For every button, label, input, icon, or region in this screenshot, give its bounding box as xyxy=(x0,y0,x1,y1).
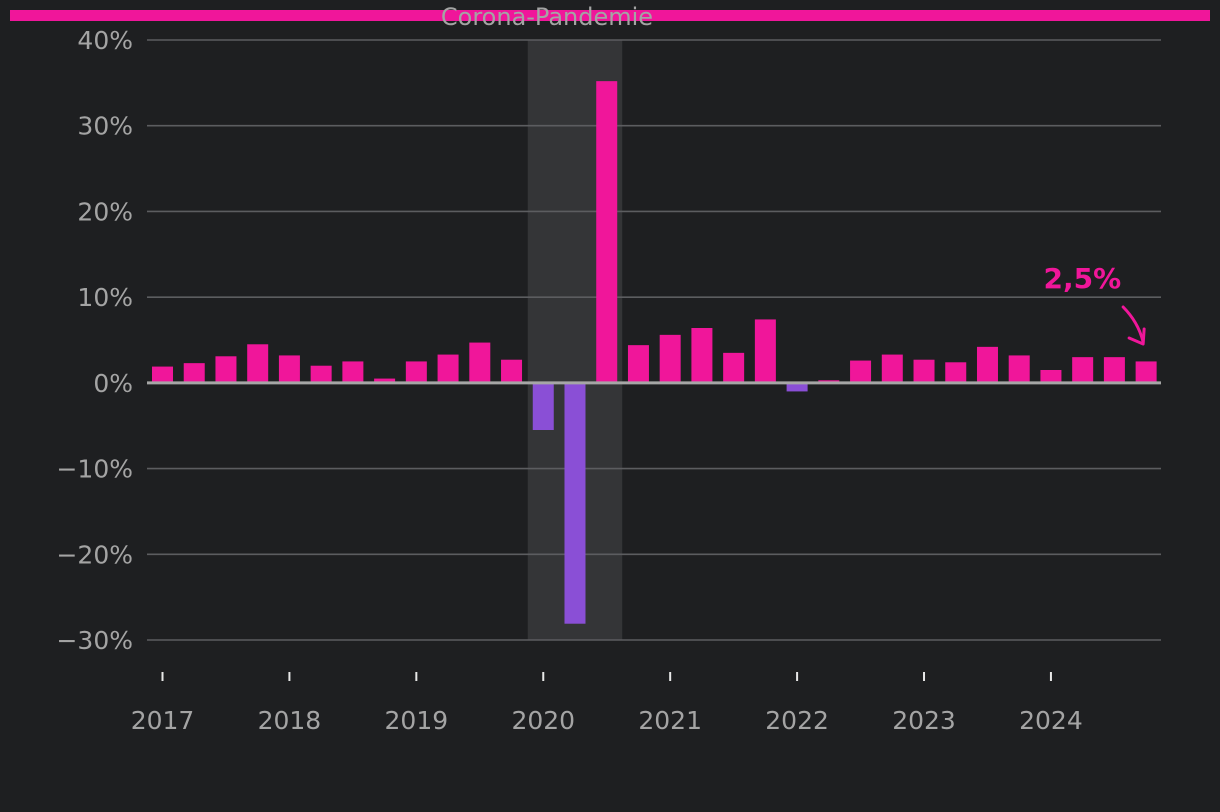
bar-2021-q2 xyxy=(691,328,713,383)
bar-2022-q3 xyxy=(850,360,872,383)
bar-2017-q2 xyxy=(183,363,205,383)
bar-2018-q4 xyxy=(374,378,396,383)
bar-2022-q1 xyxy=(786,382,808,392)
bar-2021-q3 xyxy=(723,352,745,383)
top-accent-bar xyxy=(10,10,1210,21)
x-tick-label: 2018 xyxy=(258,706,322,735)
shaded-period-label: Corona-Pandemie xyxy=(441,3,653,31)
y-tick-label: −20% xyxy=(56,540,133,569)
y-tick-label: 0% xyxy=(93,369,133,398)
y-tick-label: 40% xyxy=(77,26,133,55)
bar-2020-q1 xyxy=(532,382,554,430)
bar-2018-q3 xyxy=(342,361,364,383)
x-tick-label: 2024 xyxy=(1019,706,1083,735)
bar-2023-q3 xyxy=(976,346,998,383)
bar-2017-q1 xyxy=(152,366,173,383)
bar-2021-q4 xyxy=(754,319,776,383)
y-tick-label: 10% xyxy=(77,283,133,312)
annotation-arrowhead xyxy=(1127,327,1146,346)
bar-2022-q4 xyxy=(881,354,903,383)
bar-2018-q1 xyxy=(278,355,300,383)
annotation-arrow xyxy=(1121,305,1145,344)
bar-2018-q2 xyxy=(310,365,332,383)
bar-2021-q1 xyxy=(659,334,681,383)
y-tick-label: −30% xyxy=(56,626,133,655)
bar-2023-q4 xyxy=(1008,355,1030,383)
bar-2019-q2 xyxy=(437,354,459,383)
bar-2020-q2 xyxy=(564,382,586,624)
bar-2024-q3 xyxy=(1103,357,1125,383)
x-tick-label: 2023 xyxy=(892,706,956,735)
bar-2024-q1 xyxy=(1040,370,1062,383)
bar-2017-q4 xyxy=(247,344,269,383)
bar-2023-q2 xyxy=(945,362,967,383)
bar-2020-q3 xyxy=(596,81,618,383)
bar-2024-q2 xyxy=(1072,357,1094,383)
y-tick-label: −10% xyxy=(56,455,133,484)
x-tick-label: 2019 xyxy=(385,706,449,735)
annotation-label: 2,5% xyxy=(1043,262,1121,295)
bar-2017-q3 xyxy=(215,356,237,383)
x-tick-label: 2017 xyxy=(131,706,195,735)
bar-2024-q4 xyxy=(1135,361,1157,383)
bar-2019-q4 xyxy=(501,359,523,383)
x-tick-label: 2021 xyxy=(638,706,702,735)
bar-2019-q1 xyxy=(405,361,427,383)
bar-2023-q1 xyxy=(913,359,935,383)
y-tick-label: 20% xyxy=(77,197,133,226)
bar-2019-q3 xyxy=(469,342,491,383)
x-tick-label: 2022 xyxy=(765,706,829,735)
x-tick-label: 2020 xyxy=(511,706,575,735)
bar-2020-q4 xyxy=(627,345,649,383)
y-tick-label: 30% xyxy=(77,112,133,141)
